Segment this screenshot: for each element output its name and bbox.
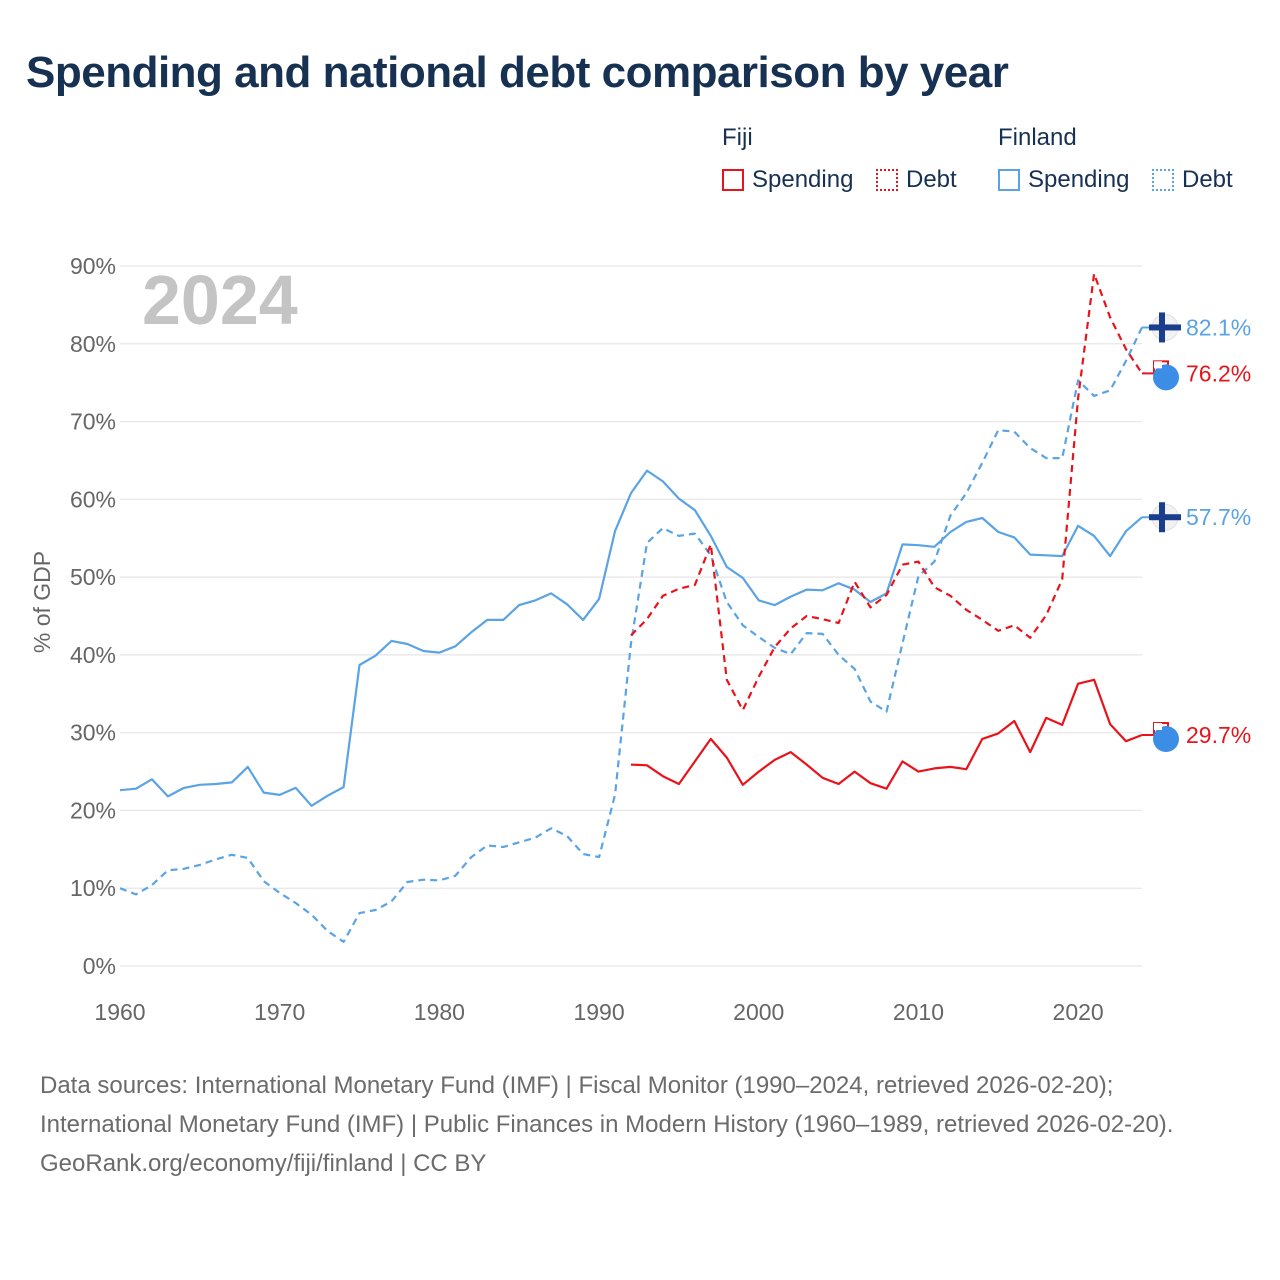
y-tick-label: 60% <box>70 486 116 512</box>
finland-flag-marker-icon <box>1149 502 1181 533</box>
fiji-flag-marker-icon <box>1153 722 1179 752</box>
legend-swatch-dotted <box>876 169 898 191</box>
data-sources: Data sources: International Monetary Fun… <box>40 1072 1174 1138</box>
x-tick-label: 2000 <box>733 999 784 1025</box>
chart-title: Spending and national debt comparison by… <box>26 48 1009 97</box>
x-tick-label: 1970 <box>254 999 305 1025</box>
y-tick-label: 80% <box>70 331 116 357</box>
x-tick-label: 1980 <box>414 999 465 1025</box>
y-tick-label: 70% <box>70 409 116 435</box>
end-value-label: 76.2% <box>1186 360 1251 386</box>
x-axis-ticks: 1960 1970 1980 1990 2000 2010 2020 <box>94 999 1103 1025</box>
legend-item-finland-debt[interactable]: Debt <box>1152 166 1233 194</box>
y-axis-label: % of GDP <box>29 551 55 653</box>
y-tick-label: 0% <box>83 953 116 979</box>
end-value-label: 29.7% <box>1186 722 1251 748</box>
fiji-flag-marker-icon <box>1153 360 1179 391</box>
legend-group-title-fiji: Fiji <box>722 124 753 151</box>
x-tick-label: 2020 <box>1053 999 1104 1025</box>
legend-item-fiji-spending[interactable]: Spending <box>722 166 853 194</box>
legend-label: Debt <box>906 166 957 193</box>
y-tick-label: 30% <box>70 720 116 746</box>
y-tick-label: 10% <box>70 875 116 901</box>
legend-swatch-solid <box>998 169 1020 191</box>
series-line-fiji-spending[interactable] <box>630 678 1143 790</box>
series-lines <box>119 272 1143 944</box>
finland-flag-marker-icon <box>1149 312 1181 343</box>
legend-label: Spending <box>1028 166 1130 193</box>
legend-label: Spending <box>752 166 854 193</box>
credit-line[interactable]: GeoRank.org/economy/fiji/finland | CC BY <box>40 1150 487 1177</box>
y-tick-label: 90% <box>70 253 116 279</box>
legend-group-title-finland: Finland <box>998 124 1077 151</box>
y-tick-label: 40% <box>70 642 116 668</box>
x-tick-label: 1990 <box>573 999 624 1025</box>
end-value-label: 82.1% <box>1186 314 1251 340</box>
legend-swatch-solid <box>722 169 744 191</box>
series-line-fiji-debt[interactable] <box>630 272 1143 712</box>
year-watermark: 2024 <box>142 261 298 339</box>
x-tick-label: 1960 <box>94 999 145 1025</box>
end-value-label: 57.7% <box>1186 504 1251 530</box>
y-tick-label: 50% <box>70 564 116 590</box>
legend-item-finland-spending[interactable]: Spending <box>998 166 1129 194</box>
x-tick-label: 2010 <box>893 999 944 1025</box>
series-line-finland-debt[interactable] <box>119 326 1143 944</box>
y-tick-label: 20% <box>70 797 116 823</box>
series-line-finland-spending[interactable] <box>119 469 1143 807</box>
legend-swatch-dotted <box>1152 169 1174 191</box>
legend-item-fiji-debt[interactable]: Debt <box>876 166 957 194</box>
end-markers: 57.7% 82.1% 29.7% 76.2% <box>1142 312 1251 752</box>
line-chart: 2024 0%10%20%30%40%50%60%70%80%90% 1960 1… <box>29 253 1251 1025</box>
gridlines <box>120 265 1142 967</box>
y-axis-ticks: 0% 10% 20% 30% 40% 50% 60% 70% 80% 90% <box>70 253 116 979</box>
footer: Data sources: International Monetary Fun… <box>40 1066 1240 1183</box>
legend-label: Debt <box>1182 166 1233 193</box>
